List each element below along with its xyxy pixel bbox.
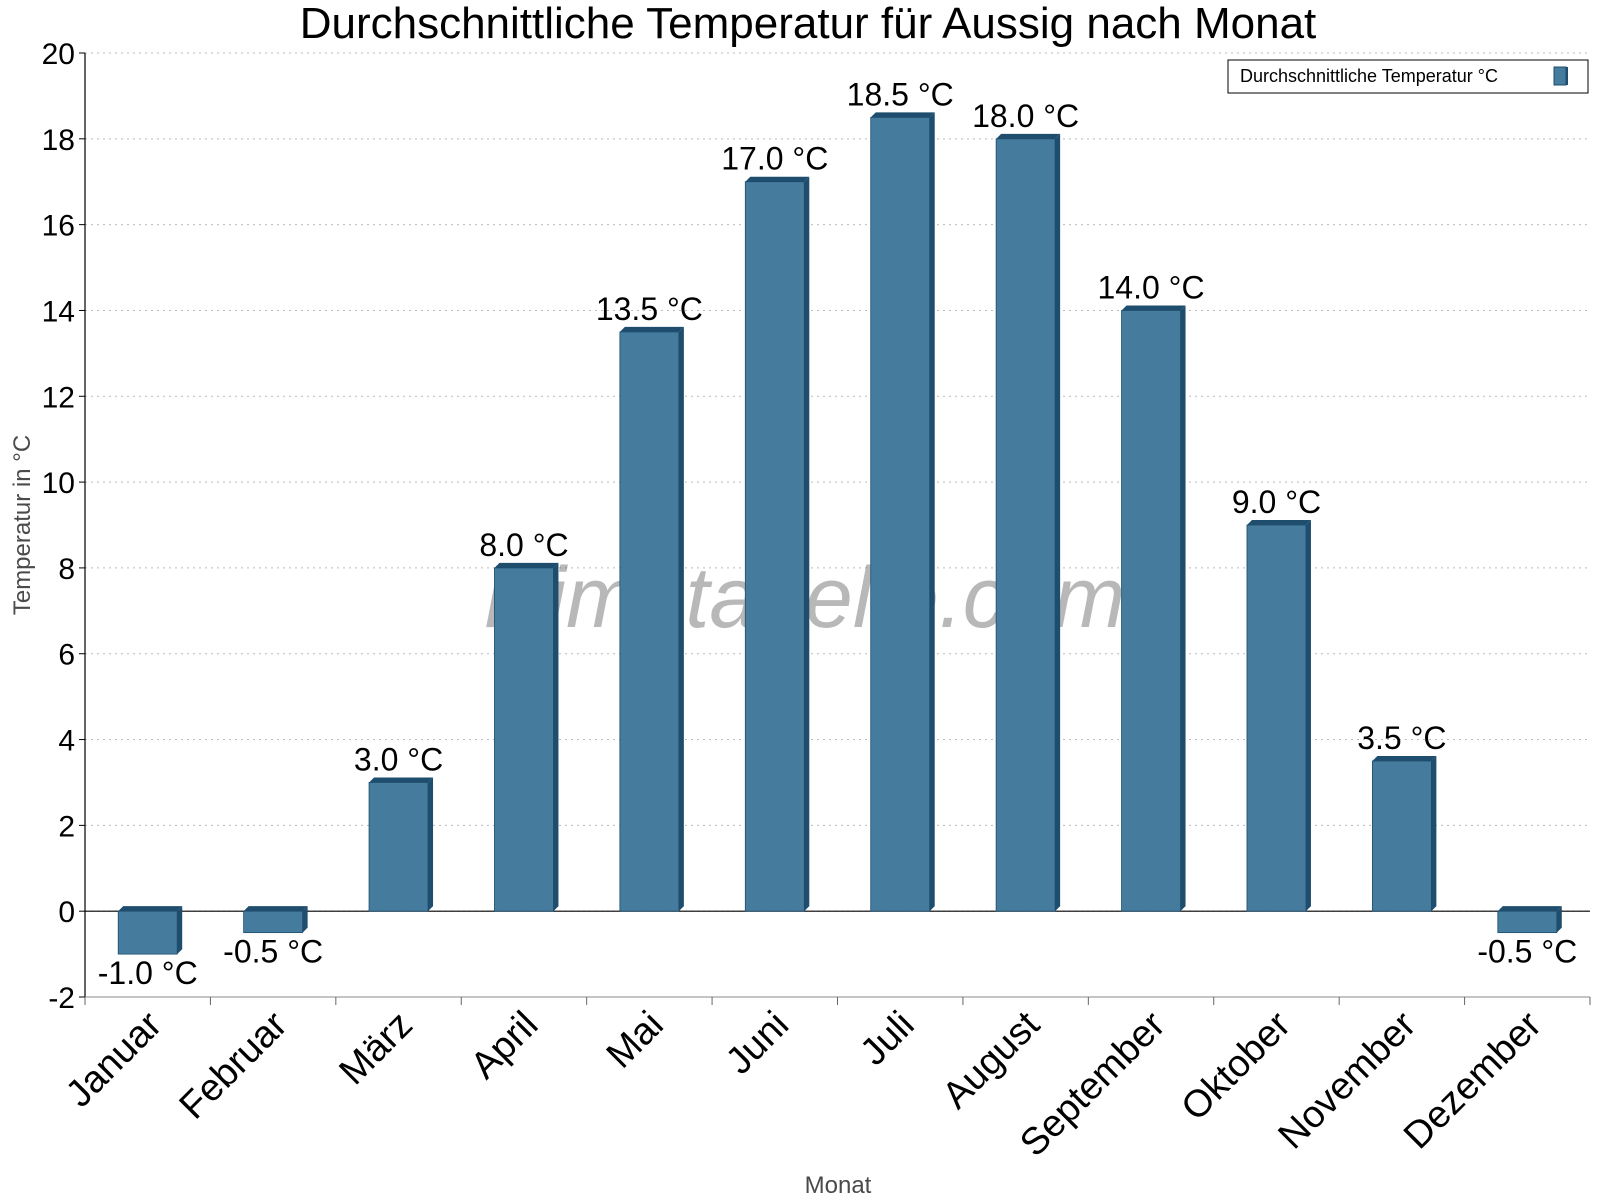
y-tick-label: 12 [42,381,75,414]
bar [1246,524,1307,912]
bar [494,567,554,912]
data-label: -0.5 °C [223,934,323,970]
y-tick-label: 16 [42,210,75,243]
x-tick-label: April [463,1004,546,1087]
data-label: 3.5 °C [1357,720,1446,756]
bar-top [118,906,183,912]
x-tick-label: Juli [853,1004,923,1074]
bar [117,910,178,955]
bar [243,910,304,934]
x-axis-label: Monat [805,1172,872,1199]
y-axis-label: Temperatur in °C [9,435,36,615]
y-tick-label: -2 [48,982,75,1015]
bar-side [804,176,810,912]
y-tick-label: 0 [58,896,75,929]
bar-side [678,326,684,912]
bar-side [177,906,183,955]
bar-top [369,777,434,783]
bar-top [1372,756,1437,761]
bar-top [243,906,308,912]
x-tick-label: Mai [599,1004,672,1077]
data-label: 17.0 °C [721,141,828,177]
data-label: 14.0 °C [1098,269,1205,305]
y-tick-label: 8 [58,553,75,586]
x-tick-label: Oktober [1174,1003,1300,1129]
data-label: 8.0 °C [479,527,568,563]
grid-lines [85,52,1590,998]
x-tick-label: August [935,1003,1049,1117]
bar [744,181,805,912]
data-label: 18.5 °C [847,76,954,112]
data-label: 18.0 °C [972,98,1079,134]
bar-side [1305,520,1311,912]
bar-side [1180,305,1186,912]
bar-side [428,777,434,912]
bar-side [302,906,308,933]
bar-top [494,562,559,568]
data-label: 9.0 °C [1232,484,1321,520]
x-tick-label: Dezember [1396,1003,1550,1157]
bar-top [1497,906,1562,912]
y-tick-label: 18 [42,124,75,157]
bar [995,138,1056,912]
bar [1371,760,1432,912]
y-tick-label: 4 [58,725,75,758]
bar [619,331,680,912]
y-tick-label: 10 [42,467,75,500]
bar-side [1055,133,1061,912]
bar-top [619,326,684,332]
data-label: -0.5 °C [1477,934,1577,970]
bar-side [1431,756,1437,912]
bar-side [1556,906,1562,933]
data-labels: -1.0 °C -0.5 °C 3.0 °C 8.0 °C 13.5 °C 17.0 °C… [98,76,1578,991]
bar [368,782,429,912]
x-tick-label: März [331,1004,420,1093]
x-tick-label: Februar [172,1003,296,1127]
y-tick-label: 6 [58,639,75,672]
legend-swatch [1553,66,1567,86]
bar [1121,310,1181,912]
y-tick-label: 20 [42,38,75,71]
data-label: -1.0 °C [98,955,198,991]
legend-box [1227,59,1589,94]
bar [870,116,931,912]
data-label: 13.5 °C [596,291,703,327]
chart-title: Durchschnittliche Temperatur für Aussig … [300,0,1317,48]
bar-top [745,176,810,182]
data-label: 3.0 °C [354,741,443,777]
axes [79,52,1591,1005]
x-tick-label: Juni [718,1004,797,1083]
y-tick-label: 2 [58,810,75,843]
bar-side [553,562,559,912]
bar-top [1121,305,1186,311]
bar [1497,910,1558,934]
legend-label: Durchschnittliche Temperatur °C [1240,66,1498,86]
x-tick-label: Januar [58,1003,170,1115]
bar-top [870,112,935,118]
bar-top [996,133,1061,139]
bars [117,112,1562,955]
bar-side [929,112,935,912]
legend: Durchschnittliche Temperatur °C [1227,59,1589,94]
bar-top [1246,520,1311,525]
y-tick-label: 14 [42,295,75,328]
